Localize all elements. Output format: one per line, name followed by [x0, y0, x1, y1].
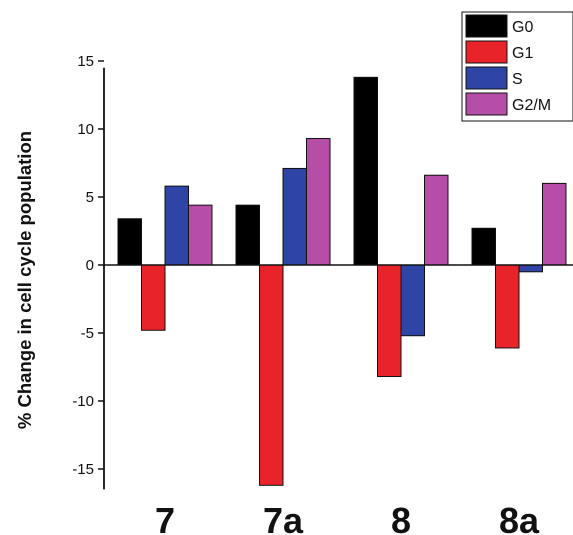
bar-s-8a [518, 264, 543, 273]
bar-g1-8 [377, 264, 402, 378]
bar-g1-7a [259, 264, 284, 486]
bar-g2m-8a [542, 182, 567, 266]
bar-g0-8a [471, 227, 496, 266]
bar-g1-7 [141, 264, 166, 331]
legend-swatch [465, 66, 508, 90]
y-tick-label: 0 [86, 257, 94, 274]
bar-g0-7 [117, 218, 142, 266]
y-axis-title: % Change in cell cycle population [14, 131, 35, 429]
bar-s-7a [282, 167, 307, 266]
legend-swatch [465, 40, 508, 64]
bar-s-7 [164, 185, 189, 266]
y-tick-label: 10 [77, 121, 94, 138]
y-tick-label: -10 [72, 393, 94, 410]
y-tick-label: 15 [77, 53, 94, 70]
legend: G0 G1 S G2/M [461, 11, 573, 122]
category-label: 8 [391, 500, 411, 535]
bar-g2m-7a [306, 138, 331, 266]
bar-g0-8 [353, 76, 378, 266]
category-label: 7 [155, 500, 175, 535]
legend-swatch [465, 92, 508, 116]
bar-g2m-7 [188, 204, 213, 266]
category-labels: 7 7a 8 8a [155, 500, 540, 535]
legend-swatch [465, 14, 508, 38]
legend-label: S [512, 71, 523, 88]
category-label: 7a [263, 500, 304, 535]
y-tick-label: -5 [81, 325, 94, 342]
bars-layer [117, 76, 567, 486]
y-ticks: 15 10 5 0 -5 -10 -15 [72, 53, 104, 478]
bar-g1-8a [495, 264, 520, 349]
bar-g0-7a [235, 204, 260, 266]
y-tick-label: 5 [86, 189, 94, 206]
bar-g2m-8 [424, 174, 449, 266]
legend-label: G0 [512, 19, 533, 36]
category-label: 8a [499, 500, 540, 535]
legend-label: G1 [512, 45, 533, 62]
y-tick-label: -15 [72, 461, 94, 478]
legend-label: G2/M [512, 97, 551, 114]
bar-s-8 [400, 264, 425, 337]
